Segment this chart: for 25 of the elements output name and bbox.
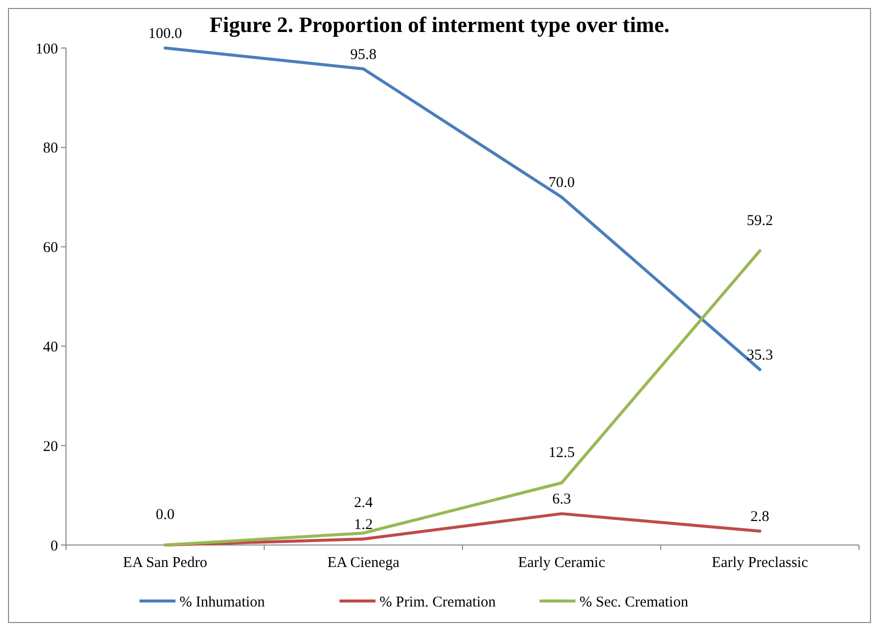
y-tick-label: 20: [43, 438, 58, 455]
legend-label: % Sec. Cremation: [580, 594, 689, 610]
y-tick-label: 0: [50, 538, 58, 554]
data-label: 35.3: [746, 348, 773, 364]
data-label: 2.4: [354, 495, 374, 512]
data-label: 6.3: [552, 492, 571, 508]
x-tick-label: Early Ceramic: [518, 555, 606, 571]
y-tick-label: 60: [43, 240, 58, 256]
y-tick-label: 40: [43, 339, 58, 356]
chart-title: Figure 2. Proportion of interment type over time.: [209, 12, 670, 37]
data-label: 95.8: [350, 46, 376, 63]
data-label: 1.2: [354, 517, 373, 534]
y-tick-label: 80: [43, 140, 58, 157]
data-label: 70.0: [548, 175, 575, 192]
y-tick-label: 100: [36, 41, 58, 58]
x-tick-label: EA Cienega: [327, 555, 400, 571]
data-label: 2.8: [750, 509, 770, 526]
data-label: 59.2: [746, 212, 773, 229]
data-label: 100.0: [148, 26, 182, 42]
data-label: 12.5: [548, 444, 575, 461]
legend-label: % Prim. Cremation: [380, 594, 496, 610]
legend-label: % Inhumation: [180, 594, 266, 610]
x-tick-label: Early Preclassic: [712, 555, 808, 571]
x-tick-label: EA San Pedro: [123, 555, 208, 571]
data-label: 0.0: [156, 507, 174, 523]
